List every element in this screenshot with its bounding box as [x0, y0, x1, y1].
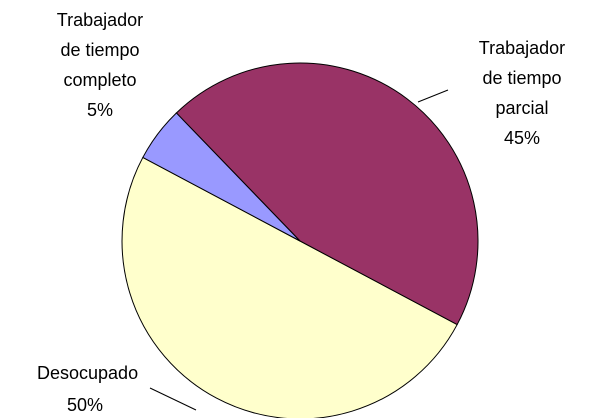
leader-line	[149, 387, 197, 411]
leader-line	[417, 89, 449, 103]
pie-slice	[121, 156, 458, 418]
slice-label: Trabajador de tiempo completo	[56, 10, 144, 90]
pie-slice	[142, 112, 301, 242]
slice-percent: 45%	[503, 128, 541, 148]
pie-slice	[175, 62, 479, 326]
slice-label: Trabajador de tiempo parcial	[478, 38, 566, 118]
slice-percent: 50%	[66, 395, 104, 415]
slice-label: Desocupado	[37, 363, 139, 383]
slice-percent: 5%	[86, 100, 113, 120]
